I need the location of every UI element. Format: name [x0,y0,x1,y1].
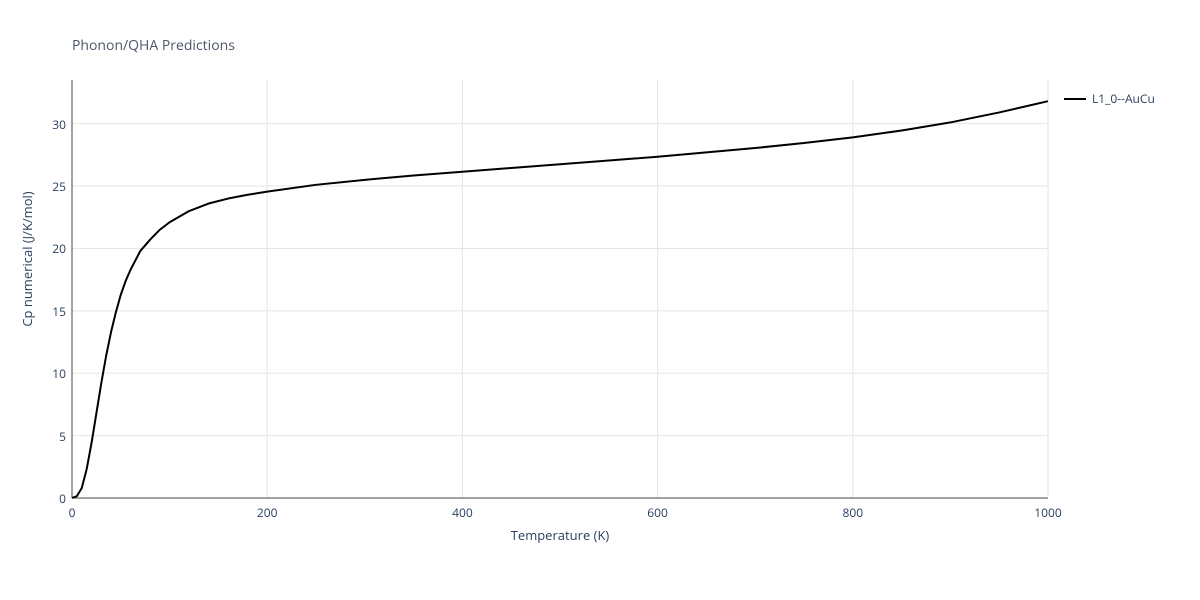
y-tick-label: 10 [38,365,66,382]
legend-item[interactable]: L1_0--AuCu [1064,90,1155,107]
y-axis-label: Cp numerical (J/K/mol) [18,159,36,359]
x-tick-label: 1000 [1033,504,1063,521]
y-tick-label: 15 [38,303,66,320]
legend-swatch [1064,98,1086,100]
y-tick-label: 30 [38,116,66,133]
y-tick-label: 5 [38,428,66,445]
y-tick-label: 20 [38,240,66,257]
x-tick-label: 800 [838,504,868,521]
x-tick-label: 600 [643,504,673,521]
y-tick-label: 25 [38,178,66,195]
series-line[interactable] [72,101,1048,498]
chart-container: { "chart": { "type": "line", "title": "P… [0,0,1200,600]
x-axis-label: Temperature (K) [72,526,1048,544]
legend-label: L1_0--AuCu [1092,90,1155,107]
x-tick-label: 400 [447,504,477,521]
x-tick-label: 200 [252,504,282,521]
chart-svg [0,0,1200,600]
y-tick-label: 0 [38,490,66,507]
